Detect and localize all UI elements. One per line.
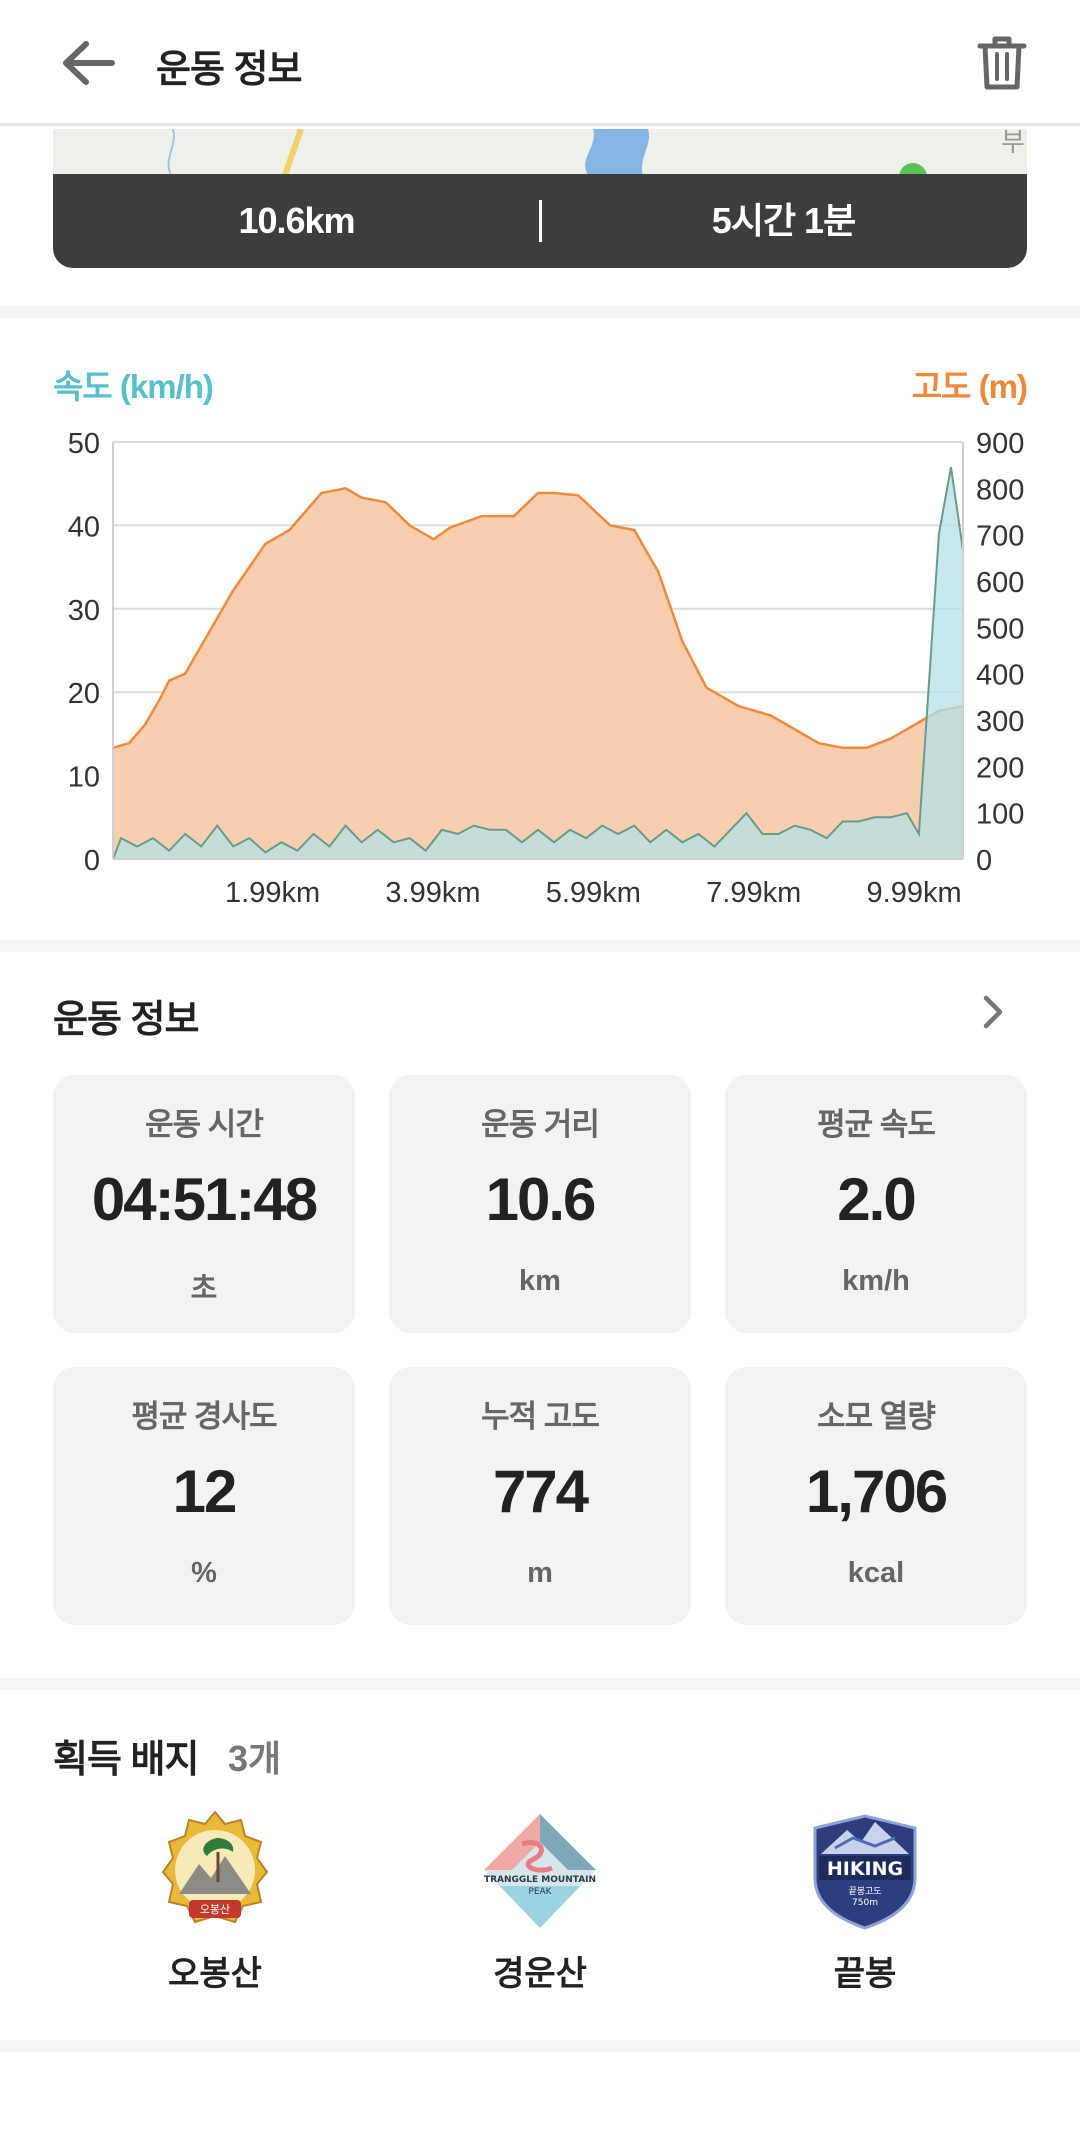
stat-label: 운동 시간 (145, 1107, 264, 1142)
stat-value: 12 (172, 1458, 238, 1525)
altitude-tick-label: 700 (976, 521, 1024, 553)
speed-tick-label: 20 (68, 678, 100, 710)
stat-card-time: 운동 시간 04:51:48 초 (53, 1075, 355, 1333)
total-duration: 5시간 1분 (711, 200, 856, 241)
altitude-tick-label: 900 (976, 428, 1024, 460)
altitude-tick-label: 500 (976, 613, 1024, 645)
stat-label: 누적 고도 (481, 1399, 600, 1434)
summary-divider (539, 200, 542, 242)
delete-button[interactable] (976, 34, 1028, 92)
stat-value: 774 (492, 1458, 589, 1525)
stat-label: 소모 열량 (817, 1399, 936, 1434)
svg-text:PEAK: PEAK (528, 1887, 552, 1897)
svg-text:부: 부 (1001, 129, 1025, 158)
map-preview: 부 (53, 129, 1027, 175)
svg-text:TRANGGLE MOUNTAIN: TRANGGLE MOUNTAIN (484, 1875, 596, 1885)
svg-text:HIKING: HIKING (827, 1858, 903, 1880)
badge-item[interactable]: TRANGGLE MOUNTAIN PEAK 경운산 (440, 1808, 640, 2008)
section-title: 운동 정보 (53, 999, 199, 1041)
stat-unit: m (527, 1557, 553, 1589)
badge-name: 경운산 (493, 1955, 587, 1993)
stat-unit: kcal (847, 1557, 905, 1589)
speed-tick-label: 30 (68, 595, 100, 627)
section-divider (0, 306, 1080, 318)
distance-tick-label: 9.99km (867, 877, 962, 909)
speed-area (113, 467, 963, 859)
app-header: 운동 정보 (0, 0, 1080, 126)
distance-tick-label: 5.99km (546, 877, 641, 909)
stat-unit: 초 (190, 1273, 218, 1305)
badge-item[interactable]: 오봉산 오봉산 (115, 1808, 315, 2008)
stat-unit: % (191, 1557, 217, 1589)
stat-label: 평균 경사도 (131, 1399, 277, 1434)
stat-label: 평균 속도 (817, 1107, 936, 1142)
badge-name: 끝봉 (833, 1955, 897, 1993)
legend-speed: 속도 (km/h) (53, 368, 214, 405)
section-divider (0, 2040, 1080, 2052)
back-button[interactable] (56, 36, 120, 90)
speed-line (112, 466, 964, 860)
speed-tick-label: 40 (68, 511, 100, 543)
section-title: 획득 배지 (53, 1739, 199, 1781)
altitude-tick-label: 600 (976, 567, 1024, 599)
stat-card-calories: 소모 열량 1,706 kcal (725, 1367, 1027, 1625)
speed-tick-label: 50 (68, 428, 100, 460)
stat-label: 운동 거리 (481, 1107, 600, 1142)
stat-value: 10.6 (485, 1166, 597, 1233)
altitude-tick-label: 400 (976, 660, 1024, 692)
stat-card-avg-speed: 평균 속도 2.0 km/h (725, 1075, 1027, 1333)
summary-bar: 10.6km 5시간 1분 (53, 174, 1027, 268)
stat-unit: km/h (842, 1265, 910, 1297)
distance-tick-label: 3.99km (385, 877, 480, 909)
altitude-tick-label: 800 (976, 474, 1024, 506)
chart-canvas: 0102030405001002003004005006007008009001… (68, 428, 1025, 909)
svg-text:끝봉고도: 끝봉고도 (848, 1886, 881, 1897)
distance-tick-label: 1.99km (225, 877, 320, 909)
exercise-info-section: 운동 정보 운동 시간 04:51:48 초 운동 거리 10.6 km 평균 … (0, 952, 1080, 1682)
altitude-tick-label: 300 (976, 706, 1024, 738)
altitude-tick-label: 100 (976, 799, 1024, 831)
svg-text:750m: 750m (852, 1898, 878, 1908)
chevron-right-icon (983, 995, 1003, 1029)
stat-card-elevation-gain: 누적 고도 774 m (389, 1367, 691, 1625)
total-distance: 10.6km (238, 200, 355, 241)
badge-count: 3개 (228, 1738, 282, 1779)
badge-item[interactable]: HIKING 끝봉고도 750m 끝봉 (765, 1808, 965, 2008)
arrow-left-icon (63, 41, 115, 85)
hiking-shield-badge-icon: HIKING 끝봉고도 750m (813, 1814, 917, 1930)
speed-tick-label: 10 (68, 762, 100, 794)
speed-altitude-chart: 속도 (km/h) 고도 (m) 0 10 20 30 40 50 0 100 200 300 40… (0, 322, 1080, 940)
svg-text:오봉산: 오봉산 (200, 1903, 230, 1916)
earned-badges-section: 획득 배지 3개 오봉산 오봉산 TRANGGLE MOUNTAIN PEAK … (0, 1690, 1080, 2040)
page-title: 운동 정보 (156, 49, 302, 91)
trash-icon (977, 36, 1027, 90)
tranggle-peak-badge-icon: TRANGGLE MOUNTAIN PEAK (484, 1814, 596, 1928)
stat-value: 04:51:48 (91, 1166, 318, 1233)
section-divider (0, 1678, 1080, 1690)
stat-card-distance: 운동 거리 10.6 km (389, 1075, 691, 1333)
route-map[interactable]: 부 (53, 129, 1027, 175)
mountain-seal-badge-icon: 오봉산 (161, 1810, 269, 1924)
altitude-area (113, 488, 963, 859)
stat-value: 2.0 (837, 1166, 916, 1233)
distance-tick-label: 7.99km (706, 877, 801, 909)
speed-tick-label: 0 (84, 845, 100, 877)
altitude-line (112, 487, 964, 750)
stat-value: 1,706 (805, 1458, 948, 1525)
info-more-button[interactable] (978, 992, 1008, 1032)
badge-name: 오봉산 (168, 1955, 262, 1993)
stat-unit: km (519, 1265, 561, 1297)
stat-card-avg-slope: 평균 경사도 12 % (53, 1367, 355, 1625)
altitude-tick-label: 200 (976, 752, 1024, 784)
altitude-tick-label: 0 (976, 845, 992, 877)
legend-altitude: 고도 (m) (911, 368, 1028, 405)
section-divider (0, 940, 1080, 952)
